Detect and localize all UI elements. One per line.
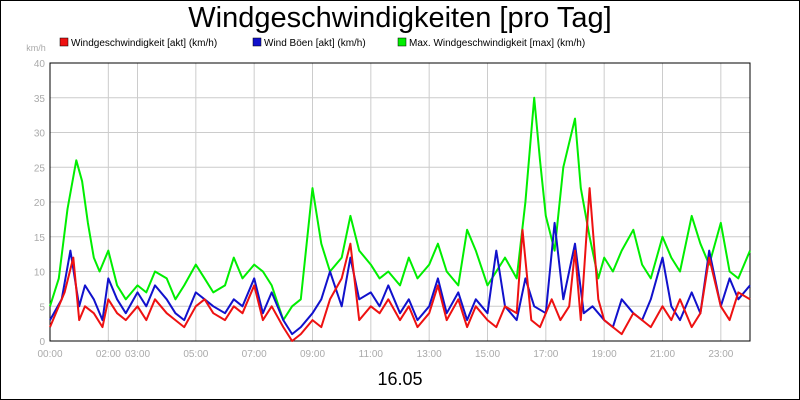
x-axis-ticks: 00:00 02:00 03:00 05:00 07:00 09:00 11:00 13:00… (37, 349, 733, 360)
x-tick-label: 05:00 (183, 349, 208, 360)
x-tick-label: 15:00 (475, 349, 500, 360)
x-tick-label: 21:00 (650, 349, 675, 360)
x-tick-label: 00:00 (37, 349, 62, 360)
y-tick-label: 25 (34, 163, 46, 174)
x-tick-label: 17:00 (533, 349, 558, 360)
series-line-windgeschwindigkeit (49, 187, 751, 342)
chart-title: Windgeschwindigkeiten [pro Tag] (188, 2, 611, 34)
legend-label-max-windgeschwindigkeit: Max. Windgeschwindigkeit [max] (km/h) (409, 38, 585, 49)
y-tick-label: 35 (34, 94, 46, 105)
legend-label-windgeschwindigkeit: Windgeschwindigkeit [akt] (km/h) (71, 38, 217, 49)
x-axis-date-label: 16.05 (377, 369, 422, 389)
y-tick-label: 15 (34, 233, 46, 244)
plot-area (49, 62, 751, 342)
legend-swatch-wind-boeen (252, 37, 262, 47)
x-tick-label: 02:00 (96, 349, 121, 360)
y-tick-label: 0 (39, 337, 45, 348)
x-tick-label: 13:00 (417, 349, 442, 360)
y-axis-ticks: 0 5 10 15 20 25 30 35 40 (34, 59, 46, 348)
grid (50, 63, 750, 341)
y-tick-label: 20 (34, 198, 46, 209)
y-tick-label: 5 (39, 302, 45, 313)
legend-swatch-max-windgeschwindigkeit (397, 37, 407, 47)
y-tick-label: 40 (34, 59, 46, 70)
y-axis-unit: km/h (26, 43, 46, 53)
x-tick-label: 23:00 (708, 349, 733, 360)
series-line-max-windgeschwindigkeit (49, 96, 751, 322)
y-tick-label: 30 (34, 129, 46, 140)
legend-swatch-windgeschwindigkeit (59, 37, 69, 47)
x-tick-label: 03:00 (125, 349, 150, 360)
x-tick-label: 19:00 (592, 349, 617, 360)
series-lines (49, 96, 751, 342)
series-line-wind-boeen (49, 221, 751, 336)
legend: Windgeschwindigkeit [akt] (km/h) Wind Böe… (59, 37, 585, 49)
x-tick-label: 11:00 (359, 349, 384, 360)
legend-label-wind-boeen: Wind Böen [akt] (km/h) (264, 38, 366, 49)
x-tick-label: 07:00 (242, 349, 267, 360)
x-tick-label: 09:00 (300, 349, 325, 360)
y-tick-label: 10 (34, 268, 46, 279)
